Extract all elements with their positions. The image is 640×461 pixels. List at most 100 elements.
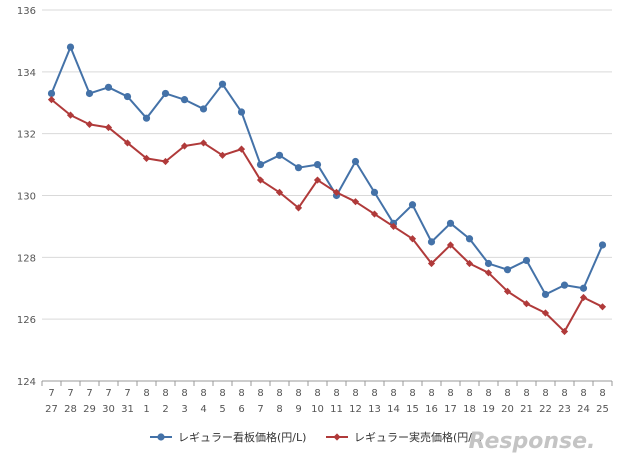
data-point (85, 89, 94, 98)
x-tick-day: 6 (238, 404, 244, 415)
x-tick-month: 8 (485, 388, 491, 399)
x-tick-month: 8 (390, 388, 396, 399)
x-tick-day: 25 (596, 404, 609, 415)
y-axis-ticks: 124 126 128 130 132 134 136 (17, 6, 36, 388)
data-point (47, 96, 56, 104)
data-point (199, 105, 208, 113)
x-tick-day: 4 (200, 404, 206, 415)
x-tick-day: 9 (295, 404, 301, 415)
x-tick-day: 16 (425, 404, 438, 415)
x-tick-month: 8 (238, 388, 244, 399)
x-tick-month: 8 (447, 388, 453, 399)
x-tick-day: 31 (121, 404, 134, 415)
data-point (104, 83, 113, 91)
x-tick-month: 7 (86, 388, 92, 399)
x-tick-day: 29 (83, 404, 96, 415)
data-point (294, 204, 303, 212)
y-tick-label: 128 (17, 253, 36, 264)
x-tick-day: 2 (162, 404, 168, 415)
data-point (465, 259, 474, 268)
data-point (275, 188, 284, 197)
y-tick-label: 124 (17, 377, 36, 388)
y-tick-label: 126 (17, 315, 36, 326)
data-point (85, 120, 94, 128)
series-1 (47, 43, 607, 299)
legend-marker (157, 433, 165, 441)
data-point (161, 89, 170, 98)
data-point (180, 142, 189, 150)
data-point (408, 201, 417, 209)
x-tick-month: 8 (466, 388, 472, 399)
x-tick-day: 7 (257, 404, 263, 415)
y-tick-label: 130 (17, 192, 36, 203)
x-tick-month: 8 (219, 388, 225, 399)
data-point (142, 154, 151, 162)
x-tick-month: 8 (428, 388, 434, 399)
data-point (351, 198, 360, 206)
x-tick-month: 8 (542, 388, 548, 399)
x-tick-day: 24 (577, 404, 590, 415)
data-point (218, 80, 227, 88)
x-tick-day: 19 (482, 404, 495, 415)
x-tick-day: 15 (406, 404, 419, 415)
x-tick-month: 8 (143, 388, 149, 399)
x-tick-month: 8 (561, 388, 567, 399)
data-point (598, 241, 607, 249)
x-tick-day: 8 (276, 404, 282, 415)
data-point (446, 241, 455, 249)
x-tick-day: 11 (330, 404, 343, 415)
x-tick-month: 8 (200, 388, 206, 399)
data-point (522, 256, 531, 265)
x-tick-month: 8 (181, 388, 187, 399)
data-point (180, 96, 189, 104)
x-tick-month: 8 (276, 388, 282, 399)
data-point (123, 139, 132, 147)
x-tick-month: 8 (162, 388, 168, 399)
data-point (123, 92, 132, 101)
data-point (294, 164, 303, 172)
x-tick-month: 8 (580, 388, 586, 399)
data-point (541, 309, 550, 317)
x-tick-month: 8 (409, 388, 415, 399)
data-point (66, 111, 75, 119)
x-axis-ticks: 7277287297307318182838485868788898108118… (45, 388, 609, 415)
data-point (370, 188, 379, 197)
data-point (541, 290, 550, 299)
watermark: Response. (469, 429, 596, 454)
data-point (427, 259, 436, 268)
data-point (370, 210, 379, 218)
data-point (199, 139, 208, 147)
legend-entry-2: レギュラー実売価格(円/L) (326, 430, 482, 444)
x-tick-day: 18 (463, 404, 476, 415)
series-layer (47, 43, 607, 336)
axes (41, 380, 613, 386)
x-tick-day: 12 (349, 404, 362, 415)
x-tick-month: 8 (314, 388, 320, 399)
data-point (313, 160, 322, 169)
data-point (560, 281, 569, 289)
data-point (313, 176, 322, 184)
series-2 (47, 96, 607, 336)
x-tick-month: 8 (523, 388, 529, 399)
x-tick-month: 8 (599, 388, 605, 399)
legend: レギュラー看板価格(円/L) レギュラー実売価格(円/L) (150, 430, 482, 444)
x-tick-month: 8 (295, 388, 301, 399)
x-tick-month: 8 (257, 388, 263, 399)
data-point (484, 269, 493, 277)
legend-label: レギュラー看板価格(円/L) (178, 430, 306, 444)
data-point (579, 293, 588, 302)
data-point (522, 300, 531, 308)
x-tick-day: 14 (387, 404, 400, 415)
x-tick-day: 28 (64, 404, 77, 415)
data-point (218, 151, 227, 159)
data-point (408, 235, 417, 243)
x-tick-day: 17 (444, 404, 457, 415)
data-point (237, 108, 246, 116)
data-point (465, 235, 474, 243)
data-point (104, 123, 113, 132)
y-tick-label: 136 (17, 6, 36, 17)
data-point (427, 238, 436, 246)
data-point (598, 303, 607, 311)
x-tick-month: 8 (504, 388, 510, 399)
